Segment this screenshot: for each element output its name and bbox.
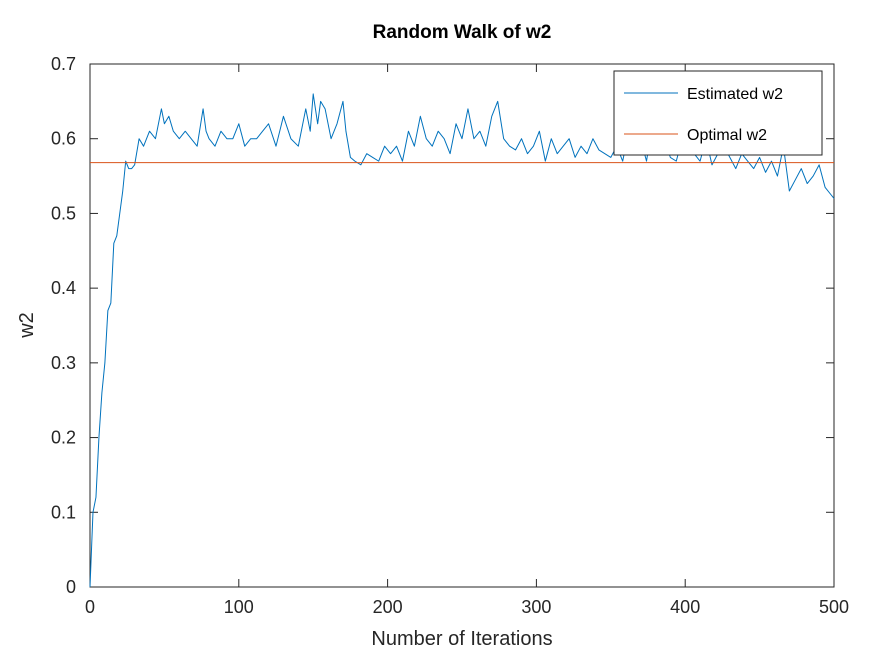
y-tick-label: 0.7 [51,54,76,74]
legend-box [613,70,823,156]
y-axis: 0 0.1 0.2 0.3 0.4 0.5 0.6 0.7 [51,54,834,597]
x-axis-label: Number of Iterations [371,628,552,650]
x-tick-label: 400 [670,597,700,617]
x-tick-label: 300 [521,597,551,617]
legend: Estimated w2 Optimal w2 [613,70,823,156]
series-line-estimated-w2 [89,93,835,588]
x-tick-label: 200 [373,597,403,617]
legend-entry-estimated: Estimated w2 [687,86,783,103]
x-axis: 0 100 200 300 400 500 [85,64,849,617]
y-tick-label: 0.1 [51,502,76,522]
y-tick-label: 0 [66,577,76,597]
chart-title: Random Walk of w2 [373,22,552,43]
y-tick-label: 0.3 [51,353,76,373]
y-tick-label: 0.4 [51,278,76,298]
series-layer [89,93,835,588]
legend-entry-optimal: Optimal w2 [687,127,767,144]
y-axis-label: w2 [16,312,38,339]
x-tick-label: 0 [85,597,95,617]
x-tick-label: 500 [819,597,849,617]
y-tick-label: 0.6 [51,129,76,149]
x-tick-label: 100 [224,597,254,617]
y-tick-label: 0.2 [51,428,76,448]
y-tick-label: 0.5 [51,203,76,223]
